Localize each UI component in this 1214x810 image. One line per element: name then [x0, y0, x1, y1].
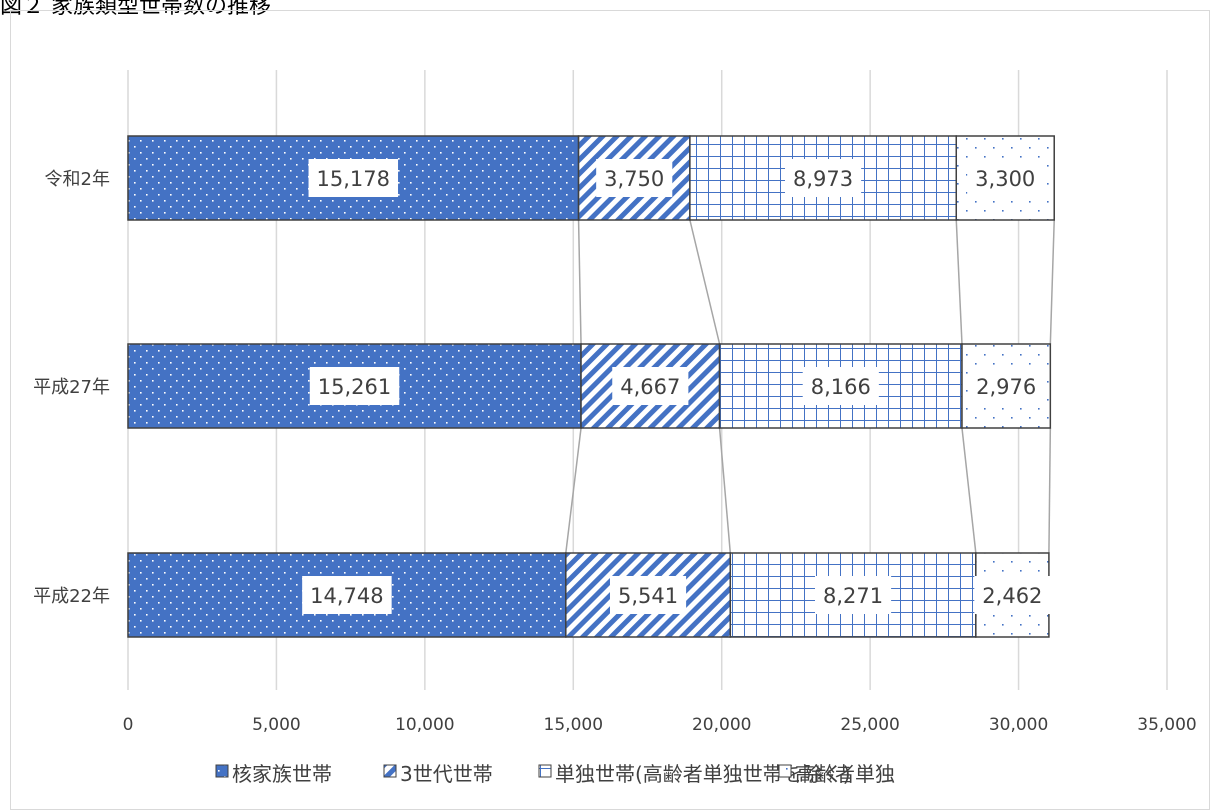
svg-text:2,976: 2,976 — [976, 375, 1036, 399]
legend-swatch-1 — [383, 764, 397, 778]
svg-text:5,541: 5,541 — [618, 584, 678, 608]
x-tick-label-1: 5,000 — [252, 715, 301, 735]
bar-0-1 — [127, 343, 582, 429]
svg-text:8,973: 8,973 — [793, 167, 853, 191]
svg-text:14,748: 14,748 — [310, 584, 383, 608]
series-line-0-0 — [577, 219, 582, 345]
svg-text:8,271: 8,271 — [823, 584, 883, 608]
data-label-1-2: 5,541 — [609, 576, 687, 614]
legend-label-3: 高齢者単独 — [795, 762, 895, 786]
legend-swatch-0 — [215, 764, 229, 778]
data-label-0-2: 14,748 — [302, 576, 392, 614]
data-label-1-0: 3,750 — [596, 159, 673, 197]
x-tick-label-2: 10,000 — [395, 715, 454, 735]
data-label-0-0: 15,178 — [308, 159, 399, 197]
category-label-0: 令和2年 — [45, 169, 110, 190]
figure-title: 図２ 家族類型世帯数の推移 — [0, 0, 271, 19]
data-label-2-0: 8,973 — [785, 159, 862, 197]
data-label-2-1: 8,166 — [802, 367, 879, 405]
data-label-3-0: 3,300 — [967, 159, 1044, 197]
series-line-3-0 — [1049, 219, 1055, 345]
legend-item-0: 核家族世帯 — [215, 762, 332, 786]
legend-label-0: 核家族世帯 — [232, 762, 332, 786]
data-label-2-2: 8,271 — [814, 576, 892, 614]
x-tick-label-4: 20,000 — [692, 715, 751, 735]
svg-text:3,300: 3,300 — [975, 167, 1035, 191]
svg-text:15,178: 15,178 — [317, 167, 390, 191]
data-label-3-2: 2,462 — [974, 576, 1051, 614]
x-tick-label-7: 35,000 — [1137, 715, 1196, 735]
svg-text:15,261: 15,261 — [318, 375, 391, 399]
data-label-0-1: 15,261 — [309, 367, 400, 405]
category-label-2: 平成22年 — [33, 586, 110, 607]
svg-text:4,667: 4,667 — [620, 375, 680, 399]
x-tick-label-3: 15,000 — [544, 715, 603, 735]
bar-2-2 — [729, 552, 977, 638]
series-line-2-0 — [955, 219, 963, 345]
series-line-1-1 — [718, 427, 732, 554]
x-tick-label-0: 0 — [123, 715, 134, 735]
data-label-1-1: 4,667 — [612, 367, 689, 405]
series-line-2-1 — [961, 427, 977, 554]
data-label-3-1: 2,976 — [968, 367, 1045, 405]
legend-swatch-3 — [778, 764, 792, 778]
x-tick-label-6: 30,000 — [989, 715, 1048, 735]
legend-label-2: 単独世帯(高齢者単独世帯を除く) — [555, 762, 851, 786]
series-line-3-1 — [1048, 427, 1052, 554]
category-label-1: 平成27年 — [33, 377, 110, 398]
series-line-1-0 — [689, 219, 721, 345]
x-tick-label-5: 25,000 — [840, 715, 899, 735]
svg-text:2,462: 2,462 — [982, 584, 1042, 608]
legend-item-2: 単独世帯(高齢者単独世帯を除く) — [538, 762, 851, 786]
legend-label-1: 3世代世帯 — [400, 762, 493, 786]
legend-item-3: 高齢者単独 — [778, 762, 895, 786]
legend-swatch-2 — [538, 764, 552, 778]
legend-item-1: 3世代世帯 — [383, 762, 493, 786]
svg-text:8,166: 8,166 — [811, 375, 871, 399]
svg-text:3,750: 3,750 — [604, 167, 664, 191]
series-line-0-1 — [565, 427, 582, 554]
